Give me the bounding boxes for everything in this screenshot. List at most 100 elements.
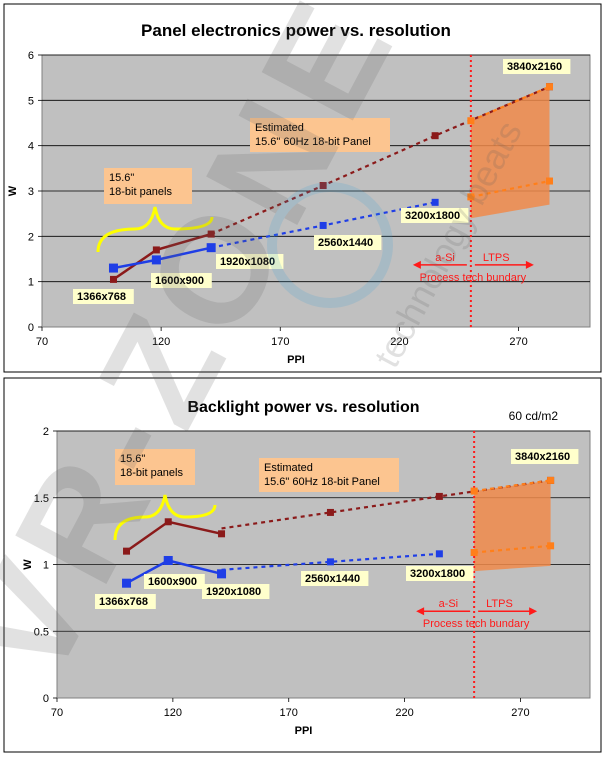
- data-point-ltps-upper: [545, 83, 553, 91]
- x-tick-label: 270: [509, 336, 527, 348]
- resolution-label: 1600x900: [155, 275, 204, 287]
- chart-title: Panel electronics power vs. resolution: [141, 21, 451, 40]
- arrow-right-icon: [525, 260, 534, 269]
- resolution-label-bg: [406, 566, 474, 581]
- x-tick-label: 70: [36, 336, 48, 348]
- resolution-label-bg: [301, 571, 369, 586]
- data-point-measured-dark: [152, 246, 160, 254]
- resolution-label-bg: [144, 574, 205, 589]
- resolution-label: 1920x1080: [220, 256, 275, 268]
- estimated-annotation-bg: [250, 118, 390, 152]
- series-line-ltps-upper: [473, 479, 551, 493]
- panels-annotation-text: 15.6": [120, 453, 145, 465]
- watermark-logo-icon: [267, 182, 393, 308]
- panels-annotation-text: 15.6": [109, 172, 134, 184]
- x-tick-label: 170: [280, 707, 298, 719]
- brace-icon: [113, 494, 217, 541]
- data-point-estimated-blue: [435, 550, 443, 558]
- resolution-label-bg: [202, 584, 270, 599]
- data-point-measured-blue: [122, 578, 132, 588]
- data-point-measured-blue: [217, 569, 227, 579]
- resolution-label-bg: [151, 273, 212, 288]
- estimated-annotation-text: Estimated: [264, 462, 313, 474]
- resolution-label: 2560x1440: [305, 573, 360, 585]
- data-point-measured-blue: [108, 263, 118, 273]
- panels-annotation-bg: [104, 168, 192, 204]
- data-point-estimated-blue: [319, 221, 327, 229]
- data-point-measured-blue: [163, 555, 173, 565]
- panels-annotation-bg: [115, 449, 195, 485]
- resolution-label: 1600x900: [148, 576, 197, 588]
- process-label-asi: a-Si: [439, 598, 459, 610]
- data-point-measured-dark: [164, 518, 172, 526]
- y-tick-label: 0: [28, 322, 34, 334]
- estimated-annotation-bg: [259, 458, 399, 492]
- y-tick-label: 0.5: [34, 626, 49, 638]
- resolution-label: 3200x1800: [410, 568, 465, 580]
- y-axis-label: W: [22, 559, 34, 570]
- resolution-label: 1366x768: [77, 291, 126, 303]
- x-tick-label: 120: [152, 336, 170, 348]
- data-point-measured-dark: [218, 530, 226, 538]
- process-label-asi: a-Si: [435, 252, 455, 264]
- data-point-measured-dark: [109, 275, 117, 283]
- data-point-estimated-blue: [431, 198, 439, 206]
- y-tick-label: 2: [28, 231, 34, 243]
- resolution-label: 1920x1080: [206, 586, 261, 598]
- data-point-estimated-dark: [326, 508, 334, 516]
- chart-note: 60 cd/m2: [509, 409, 559, 423]
- y-tick-label: 1.5: [34, 493, 49, 505]
- y-tick-label: 0: [43, 693, 49, 705]
- process-boundary-label: Process tech bundary: [420, 272, 527, 284]
- series-line-estimated-dark: [210, 85, 550, 236]
- resolution-label-bg: [503, 59, 571, 74]
- y-tick-label: 1: [43, 560, 49, 572]
- data-point-measured-blue: [151, 255, 161, 265]
- ltps-region: [474, 480, 551, 572]
- x-tick-label: 270: [511, 707, 529, 719]
- series-line-ltps-lower: [470, 179, 550, 198]
- x-tick-label: 120: [164, 707, 182, 719]
- resolution-label: 3840x2160: [515, 451, 570, 463]
- arrow-left-icon: [412, 260, 421, 269]
- data-point-estimated-blue: [326, 558, 334, 566]
- data-point-ltps-upper: [470, 487, 478, 495]
- data-point-estimated-dark: [319, 182, 327, 190]
- panels-annotation-text: 18-bit panels: [120, 467, 183, 479]
- y-tick-label: 1: [28, 277, 34, 289]
- ltps-region: [470, 86, 550, 219]
- chart-panel: 0 1 2 3 4 5 6 70 120 170 220 270 Panel electronics p…: [3, 3, 602, 373]
- x-tick-label: 220: [395, 707, 413, 719]
- panels-annotation-text: 18-bit panels: [109, 186, 172, 198]
- arrow-left-icon: [416, 607, 425, 616]
- process-label-ltps: LTPS: [486, 598, 513, 610]
- data-point-estimated-dark: [435, 492, 443, 500]
- x-tick-label: 170: [271, 336, 289, 348]
- y-tick-label: 6: [28, 50, 34, 62]
- arrow-right-icon: [529, 607, 538, 616]
- resolution-label: 2560x1440: [318, 237, 373, 249]
- x-axis-label: PPI: [287, 354, 305, 366]
- resolution-label-bg: [216, 254, 284, 269]
- resolution-label-bg: [511, 449, 579, 464]
- x-axis-label: PPI: [295, 725, 313, 737]
- estimated-annotation-text: 15.6" 60Hz 18-bit Panel: [264, 476, 380, 488]
- data-point-ltps-upper: [467, 117, 475, 125]
- resolution-label-bg: [401, 208, 469, 223]
- data-point-ltps-upper: [547, 476, 555, 484]
- x-tick-label: 70: [51, 707, 63, 719]
- resolution-label-bg: [95, 594, 156, 609]
- brace-icon: [96, 206, 214, 253]
- data-point-ltps-lower: [547, 542, 555, 550]
- y-tick-label: 3: [28, 186, 34, 198]
- resolution-label: 3200x1800: [405, 210, 460, 222]
- data-point-ltps-lower: [470, 548, 478, 556]
- data-point-ltps-lower: [467, 193, 475, 201]
- series-line-ltps-upper: [470, 85, 550, 122]
- chart-title: Backlight power vs. resolution: [187, 399, 419, 416]
- y-tick-label: 2: [43, 426, 49, 438]
- estimated-annotation-text: Estimated: [255, 122, 304, 134]
- x-tick-label: 220: [390, 336, 408, 348]
